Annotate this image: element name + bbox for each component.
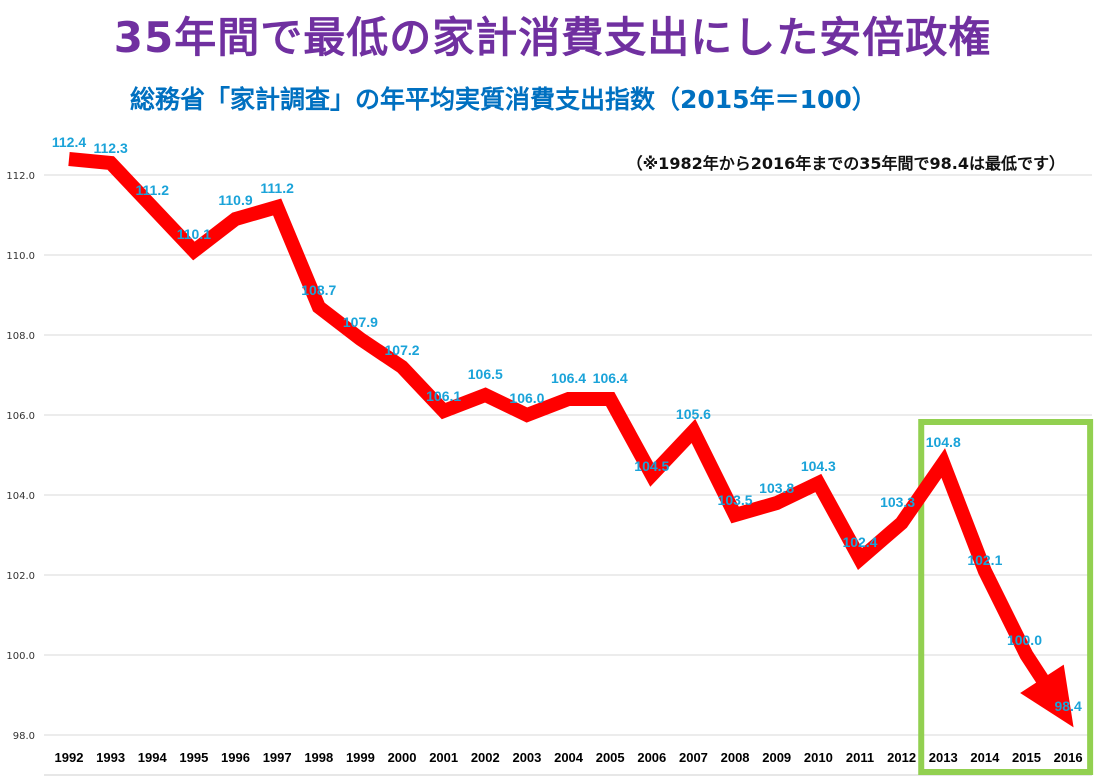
data-label: 104.8 — [926, 434, 961, 450]
x-tick-label: 2015 — [1012, 750, 1041, 765]
y-tick-label: 106.0 — [6, 411, 35, 422]
data-label: 110.9 — [218, 192, 252, 208]
data-label: 106.4 — [593, 370, 628, 386]
x-tick-label: 2009 — [762, 750, 791, 765]
data-label: 106.1 — [426, 388, 461, 404]
x-tick-label: 2013 — [929, 750, 958, 765]
x-tick-label: 2003 — [512, 750, 541, 765]
data-label: 107.9 — [343, 314, 378, 330]
gridlines — [44, 174, 1092, 776]
data-label: 103.8 — [759, 480, 794, 496]
data-label: 108.7 — [301, 282, 336, 298]
data-label: 103.3 — [880, 494, 915, 510]
x-tick-label: 1992 — [55, 750, 84, 765]
x-tick-label: 1999 — [346, 750, 375, 765]
x-tick-label: 1995 — [179, 750, 208, 765]
x-axis: 1992 1993 1994 1995 1996 1997 1998 1999 2000 2001… — [55, 750, 1083, 765]
data-label: 103.5 — [718, 492, 753, 508]
x-tick-label: 2000 — [388, 750, 417, 765]
data-label: 98.4 — [1054, 698, 1081, 714]
data-label: 112.4 — [52, 134, 86, 150]
data-label: 110.1 — [177, 226, 211, 242]
x-tick-label: 2016 — [1054, 750, 1083, 765]
highlight-box — [918, 419, 1094, 775]
y-tick-label: 100.0 — [6, 651, 35, 662]
x-tick-label: 1993 — [96, 750, 125, 765]
x-tick-label: 2002 — [471, 750, 500, 765]
x-tick-label: 2007 — [679, 750, 708, 765]
y-axis: 98.0 100.0 102.0 104.0 106.0 108.0 110.0 112.0 — [6, 171, 35, 742]
data-label: 102.1 — [967, 552, 1002, 568]
data-label: 106.5 — [468, 366, 503, 382]
series-path — [68, 152, 1050, 686]
data-label: 105.6 — [676, 406, 711, 422]
x-tick-label: 2004 — [554, 750, 584, 765]
data-label: 104.3 — [801, 458, 836, 474]
data-label: 111.2 — [260, 180, 294, 196]
data-label: 111.2 — [136, 182, 170, 198]
series-line — [68, 152, 1074, 728]
y-tick-label: 108.0 — [6, 331, 35, 342]
data-label: 106.4 — [551, 370, 586, 386]
x-tick-label: 2008 — [721, 750, 750, 765]
y-tick-label: 98.0 — [13, 731, 35, 742]
x-tick-label: 2011 — [846, 750, 874, 765]
x-tick-label: 2006 — [637, 750, 666, 765]
data-label: 112.3 — [93, 140, 127, 156]
data-label: 100.0 — [1007, 632, 1042, 648]
x-tick-label: 1996 — [221, 750, 250, 765]
data-label: 102.4 — [842, 534, 877, 550]
arrow-head — [1020, 664, 1074, 728]
x-tick-label: 1997 — [263, 750, 292, 765]
data-label: 107.2 — [385, 342, 420, 358]
data-label: 106.0 — [509, 390, 544, 406]
x-tick-label: 2014 — [970, 750, 1000, 765]
chart-note: （※1982年から2016年までの35年間で98.4は最低です） — [626, 154, 1065, 173]
data-labels: 112.4 112.3 111.2 110.1 110.9 111.2 108.7 107.9… — [52, 134, 1082, 714]
chart-subtitle: 総務省「家計調査」の年平均実質消費支出指数（2015年＝100） — [130, 85, 877, 114]
x-tick-label: 1994 — [138, 750, 168, 765]
x-tick-label: 2005 — [596, 750, 625, 765]
y-tick-label: 104.0 — [6, 491, 35, 502]
x-tick-label: 2012 — [887, 750, 916, 765]
data-label: 104.5 — [634, 458, 669, 474]
y-tick-label: 112.0 — [6, 171, 35, 182]
x-tick-label: 2001 — [429, 750, 458, 765]
chart-title: 35年間で最低の家計消費支出にした安倍政権 — [113, 13, 992, 62]
x-tick-label: 2010 — [804, 750, 833, 765]
highlight-rect — [918, 419, 1094, 775]
x-tick-label: 1998 — [304, 750, 333, 765]
y-tick-label: 110.0 — [6, 251, 35, 262]
y-tick-label: 102.0 — [6, 571, 35, 582]
